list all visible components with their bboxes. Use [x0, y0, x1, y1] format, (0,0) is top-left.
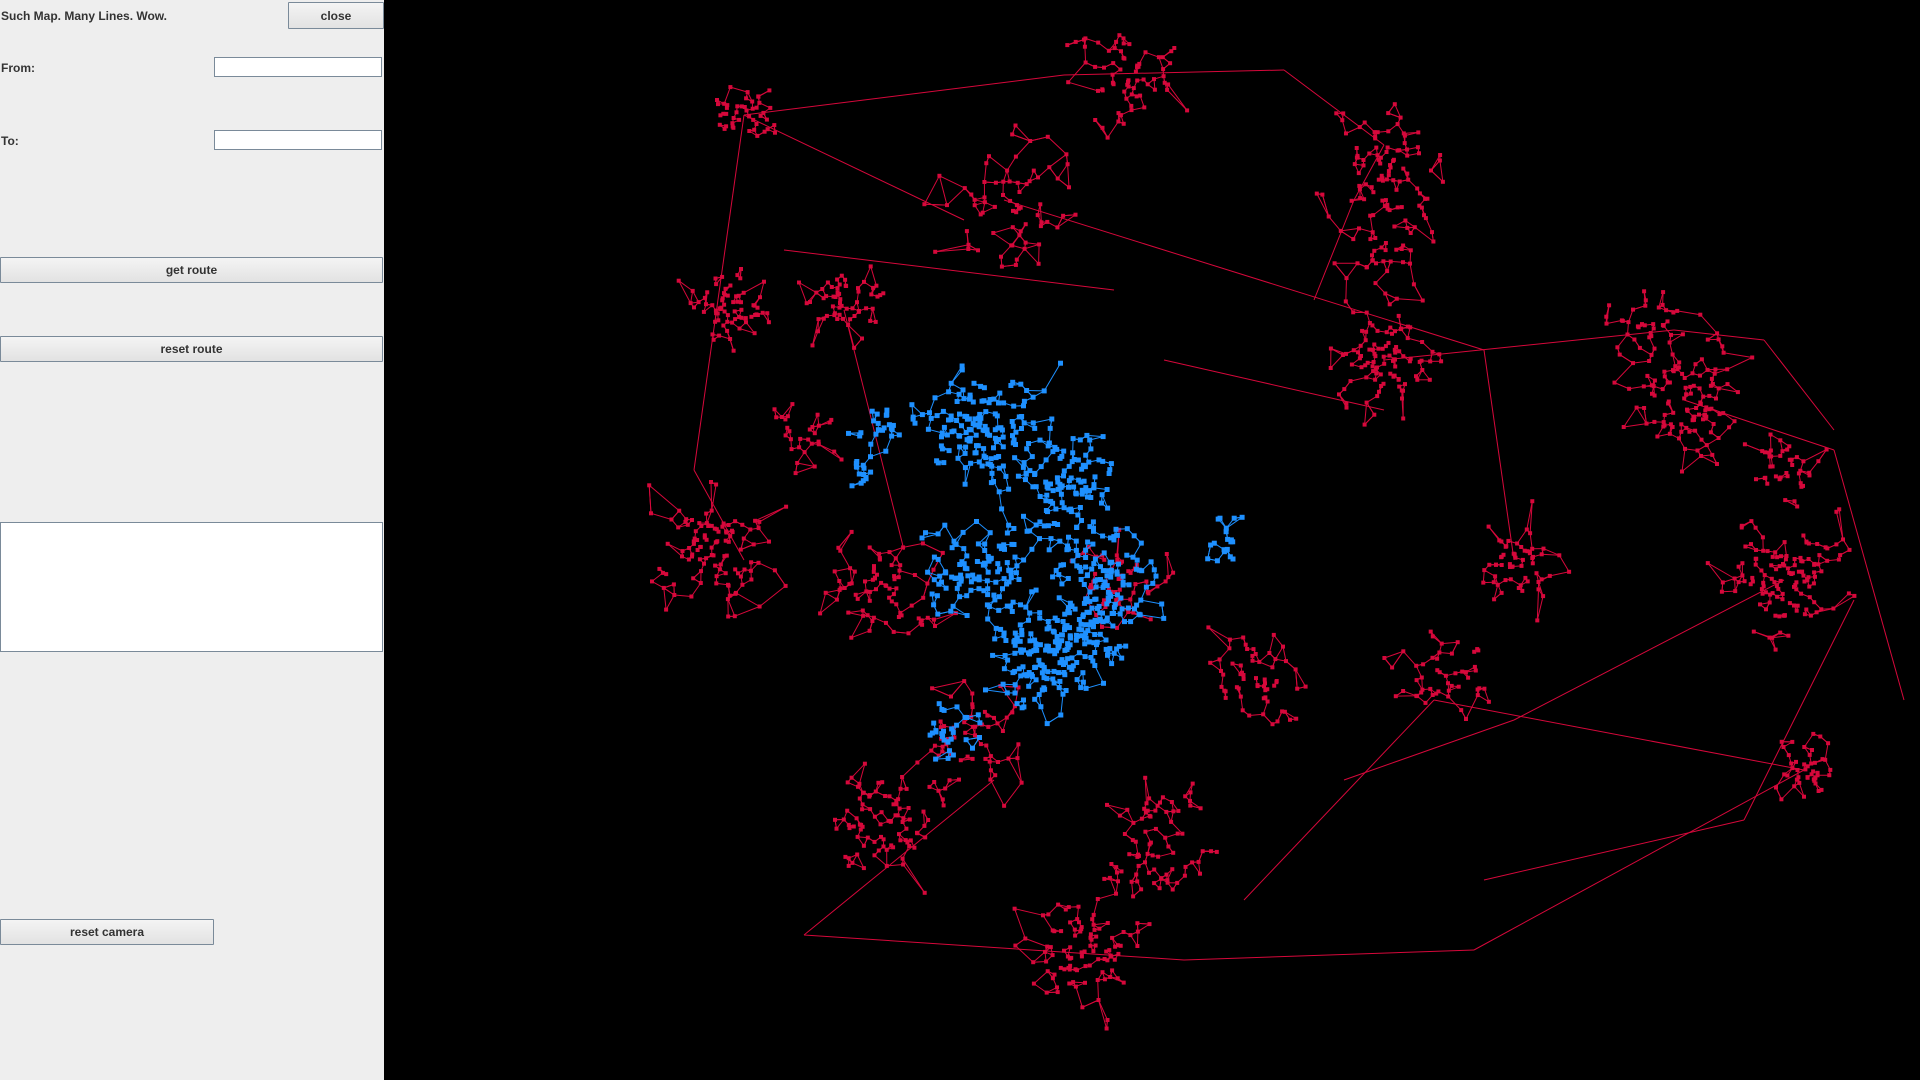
to-input[interactable] — [214, 130, 382, 150]
from-label: From: — [1, 61, 35, 75]
reset-route-button[interactable]: reset route — [0, 336, 383, 362]
from-input[interactable] — [214, 57, 382, 77]
map-canvas[interactable] — [384, 0, 1920, 1080]
reset-camera-button[interactable]: reset camera — [0, 919, 214, 945]
to-label: To: — [1, 134, 19, 148]
app-title: Such Map. Many Lines. Wow. — [1, 9, 168, 23]
map-view[interactable] — [384, 0, 1920, 1080]
close-button[interactable]: close — [288, 2, 384, 29]
control-panel: Such Map. Many Lines. Wow. close From: T… — [0, 0, 384, 1080]
route-output-textarea[interactable] — [0, 522, 383, 652]
get-route-button[interactable]: get route — [0, 257, 383, 283]
